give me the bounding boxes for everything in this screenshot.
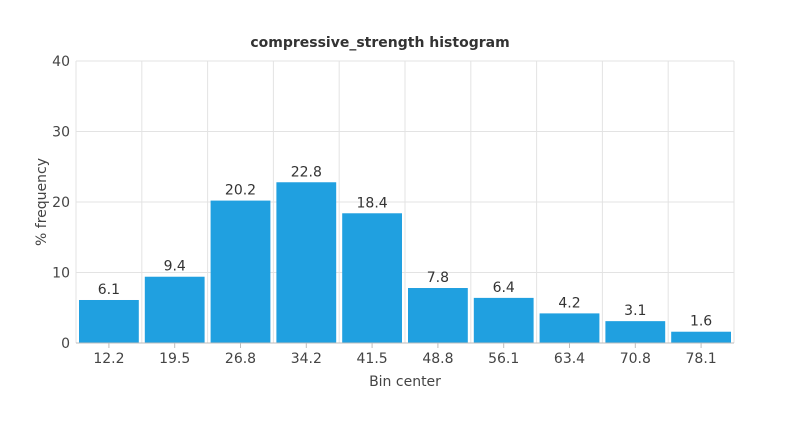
y-tick-label: 40 — [52, 54, 70, 70]
x-tick-label: 41.5 — [357, 351, 388, 367]
bar-data-label: 22.8 — [291, 164, 322, 180]
bar-data-label: 1.6 — [690, 314, 712, 330]
bar-data-label: 9.4 — [164, 259, 186, 275]
grid-lines — [75, 60, 735, 343]
histogram-bar — [408, 288, 468, 343]
bar-data-label: 6.1 — [98, 282, 120, 298]
histogram-bar — [539, 313, 600, 343]
x-tick-label: 63.4 — [554, 351, 585, 367]
bars — [79, 182, 731, 343]
x-axis-title: Bin center — [369, 374, 441, 390]
histogram-bar — [276, 182, 337, 343]
chart-title: compressive_strength histogram — [250, 35, 509, 51]
histogram-bar — [605, 321, 666, 343]
y-tick-label: 30 — [52, 125, 70, 141]
histogram-bar — [473, 297, 534, 343]
x-tick-label: 26.8 — [225, 351, 256, 367]
histogram-bar — [671, 331, 731, 343]
x-tick-label: 48.8 — [422, 351, 453, 367]
bar-data-label: 4.2 — [558, 295, 580, 311]
data-labels: 6.1 9.4 20.2 22.8 18.4 7.8 6.4 4.2 3.1 1.6 — [98, 164, 713, 329]
y-tick-label: 20 — [52, 195, 70, 211]
bar-data-label: 7.8 — [427, 270, 449, 286]
x-tick-label: 12.2 — [93, 351, 124, 367]
histogram-bar — [79, 299, 139, 343]
y-axis-title: % frequency — [34, 158, 50, 246]
histogram-bar — [144, 276, 205, 343]
x-tick-label: 70.8 — [620, 351, 651, 367]
x-tick-label: 34.2 — [291, 351, 322, 367]
bar-data-label: 3.1 — [624, 303, 646, 319]
bar-data-label: 18.4 — [357, 195, 388, 211]
axes: 0 10 20 30 40 12.2 19.5 26.8 34.2 41.5 48.8 56.1 63.… — [52, 54, 734, 367]
histogram-bar — [210, 200, 271, 343]
x-tick-label: 19.5 — [159, 351, 190, 367]
bar-data-label: 20.2 — [225, 183, 256, 199]
bar-data-label: 6.4 — [493, 280, 515, 296]
y-tick-label: 10 — [52, 266, 70, 282]
x-tick-label: 78.1 — [686, 351, 717, 367]
histogram-bar — [342, 213, 402, 343]
x-tick-label: 56.1 — [488, 351, 519, 367]
y-tick-label: 0 — [61, 336, 70, 352]
